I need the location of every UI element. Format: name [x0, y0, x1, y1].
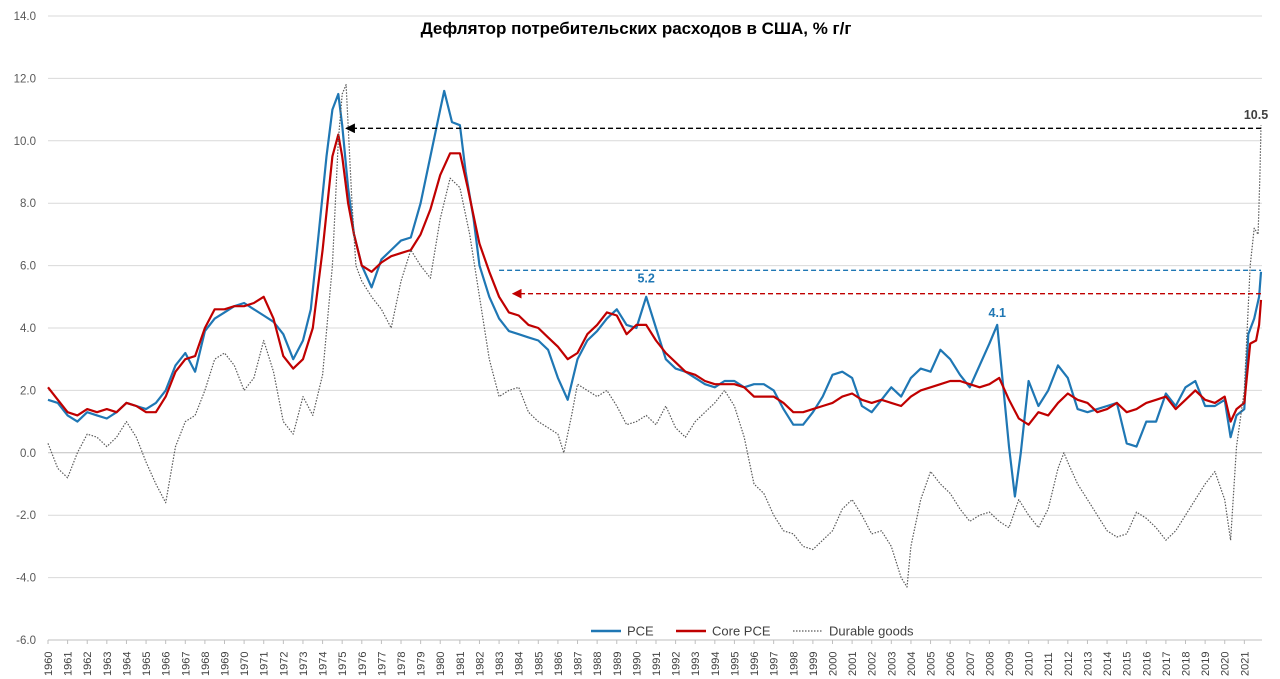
- x-tick-label: 1989: [612, 652, 624, 676]
- x-tick-label: 2012: [1063, 652, 1075, 676]
- x-tick-label: 1972: [278, 652, 290, 676]
- x-tick-label: 1960: [43, 652, 55, 676]
- x-tick-label: 1983: [494, 652, 506, 676]
- x-tick-label: 1975: [337, 652, 349, 676]
- x-tick-label: 1970: [239, 652, 251, 676]
- x-tick-label: 1987: [573, 652, 585, 676]
- x-tick-label: 2001: [847, 652, 859, 676]
- legend-label: PCE: [627, 624, 654, 639]
- x-tick-label: 2004: [906, 652, 918, 676]
- y-tick-label: 8.0: [20, 198, 36, 210]
- data-label: 4.1: [989, 306, 1006, 320]
- y-tick-label: 12.0: [14, 73, 36, 85]
- x-tick-label: 1988: [592, 652, 604, 676]
- x-tick-label: 1980: [435, 652, 447, 676]
- series-line-core-pce: [47, 133, 1263, 426]
- x-tick-label: 2018: [1181, 652, 1193, 676]
- x-tick-label: 1963: [102, 652, 114, 676]
- x-tick-label: 1971: [259, 652, 271, 676]
- y-tick-label: -4.0: [16, 573, 36, 585]
- x-tick-label: 2003: [886, 652, 898, 676]
- x-tick-label: 2016: [1141, 652, 1153, 676]
- x-tick-label: 2005: [926, 652, 938, 676]
- x-tick-label: 1997: [769, 652, 781, 676]
- x-tick-label: 1999: [808, 652, 820, 676]
- x-tick-label: 1993: [690, 652, 702, 676]
- x-tick-label: 1969: [220, 652, 232, 676]
- annotation-layer: 10.5 5.2 4.1: [345, 108, 1268, 320]
- y-tick-label: -6.0: [16, 635, 36, 647]
- x-tick-label: 2013: [1082, 652, 1094, 676]
- x-tick-label: 1979: [416, 652, 428, 676]
- x-tick-label: 1968: [200, 652, 212, 676]
- x-tick-label: 1985: [533, 652, 545, 676]
- x-tick-label: 1973: [298, 652, 310, 676]
- x-tick-label: 1992: [671, 652, 683, 676]
- x-tick-label: 1998: [788, 652, 800, 676]
- x-tick-label: 1995: [729, 652, 741, 676]
- series-line-durable-goods: [47, 83, 1262, 588]
- legend: PCE Core PCE Durable goods: [591, 624, 914, 639]
- legend-label: Core PCE: [712, 624, 771, 639]
- x-tick-label: 1991: [651, 652, 663, 676]
- x-tick-label: 2019: [1200, 652, 1212, 676]
- x-tick-label: 1978: [396, 652, 408, 676]
- x-tick-label: 1964: [121, 652, 133, 676]
- x-tick-label: 1961: [63, 652, 75, 676]
- y-axis: 14.0 12.0 10.0 8.0 6.0 4.0 2.0 0.0 -2.0 -4.0 -6.0: [14, 11, 36, 647]
- x-tick-label: 2000: [827, 652, 839, 676]
- x-tick-label: 2008: [984, 652, 996, 676]
- chart-title: Дефлятор потребительских расходов в США,…: [421, 19, 852, 38]
- x-tick-label: 1994: [710, 652, 722, 676]
- x-axis: 1960 1961 1962 1963 1964 1965 1966 1967 1968 1969…: [43, 640, 1251, 676]
- x-tick-label: 2007: [965, 652, 977, 676]
- x-tick-label: 2014: [1102, 652, 1114, 676]
- x-tick-label: 1976: [357, 652, 369, 676]
- x-tick-label: 1962: [82, 652, 94, 676]
- x-tick-label: 1984: [514, 652, 526, 676]
- data-label: 5.2: [637, 271, 654, 285]
- y-tick-label: -2.0: [16, 510, 36, 522]
- y-tick-label: 4.0: [20, 323, 36, 335]
- x-tick-label: 1966: [161, 652, 173, 676]
- series-line-pce: [47, 89, 1263, 498]
- x-tick-label: 1982: [474, 652, 486, 676]
- y-tick-label: 14.0: [14, 11, 36, 23]
- data-label: 10.5: [1244, 108, 1268, 122]
- y-tick-label: 0.0: [20, 448, 36, 460]
- x-tick-label: 2020: [1220, 652, 1232, 676]
- x-tick-label: 2015: [1122, 652, 1134, 676]
- x-tick-label: 2021: [1239, 652, 1251, 676]
- series-layer: [47, 83, 1263, 588]
- x-tick-label: 2006: [945, 652, 957, 676]
- y-tick-label: 2.0: [20, 385, 36, 397]
- x-tick-label: 1986: [553, 652, 565, 676]
- x-tick-label: 2010: [1024, 652, 1036, 676]
- x-tick-label: 1974: [318, 652, 330, 676]
- x-tick-label: 1967: [180, 652, 192, 676]
- y-tick-label: 10.0: [14, 136, 36, 148]
- x-tick-label: 2002: [867, 652, 879, 676]
- x-tick-label: 1977: [376, 652, 388, 676]
- x-tick-label: 2017: [1161, 652, 1173, 676]
- x-tick-label: 2011: [1043, 652, 1055, 676]
- x-tick-label: 1981: [455, 652, 467, 676]
- x-tick-label: 2009: [1004, 652, 1016, 676]
- y-tick-label: 6.0: [20, 261, 36, 273]
- legend-label: Durable goods: [829, 624, 914, 639]
- x-tick-label: 1996: [749, 652, 761, 676]
- x-tick-label: 1965: [141, 652, 153, 676]
- x-tick-label: 1990: [631, 652, 643, 676]
